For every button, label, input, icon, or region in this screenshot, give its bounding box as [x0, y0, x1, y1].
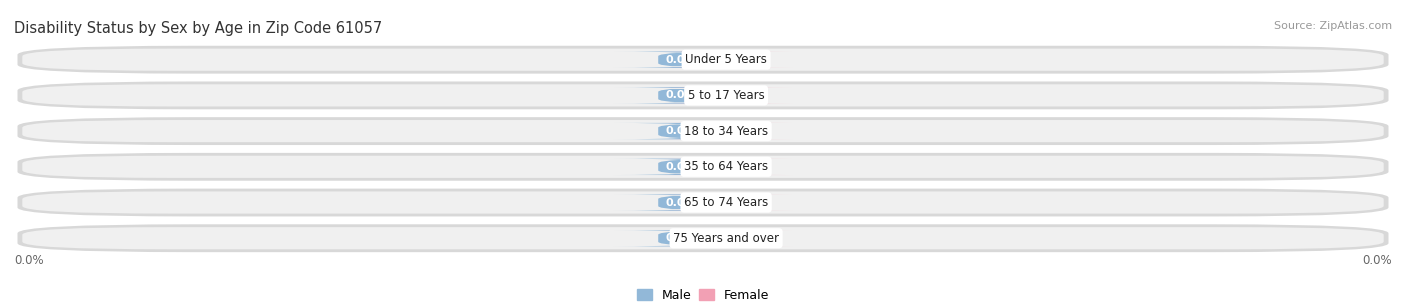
FancyBboxPatch shape [658, 159, 793, 175]
FancyBboxPatch shape [613, 87, 748, 104]
Text: Under 5 Years: Under 5 Years [685, 53, 768, 66]
Text: 75 Years and over: 75 Years and over [673, 232, 779, 245]
Text: 65 to 74 Years: 65 to 74 Years [683, 196, 768, 209]
FancyBboxPatch shape [22, 120, 1384, 142]
FancyBboxPatch shape [22, 156, 1384, 178]
FancyBboxPatch shape [658, 230, 793, 247]
FancyBboxPatch shape [613, 159, 748, 175]
FancyBboxPatch shape [613, 194, 748, 211]
FancyBboxPatch shape [17, 117, 1389, 145]
FancyBboxPatch shape [22, 227, 1384, 249]
FancyBboxPatch shape [613, 230, 748, 247]
Text: 0.0%: 0.0% [665, 162, 696, 172]
FancyBboxPatch shape [22, 49, 1384, 71]
Text: 0.0%: 0.0% [1362, 254, 1392, 267]
Text: 0.0%: 0.0% [665, 198, 696, 208]
Text: 0.0%: 0.0% [665, 90, 696, 100]
FancyBboxPatch shape [17, 81, 1389, 109]
FancyBboxPatch shape [17, 224, 1389, 252]
FancyBboxPatch shape [658, 123, 793, 139]
FancyBboxPatch shape [613, 123, 748, 139]
Text: 0.0%: 0.0% [710, 90, 741, 100]
Text: Disability Status by Sex by Age in Zip Code 61057: Disability Status by Sex by Age in Zip C… [14, 21, 382, 36]
FancyBboxPatch shape [17, 46, 1389, 74]
Text: 0.0%: 0.0% [14, 254, 44, 267]
Text: Source: ZipAtlas.com: Source: ZipAtlas.com [1274, 21, 1392, 31]
Text: 0.0%: 0.0% [665, 233, 696, 243]
Text: 18 to 34 Years: 18 to 34 Years [683, 125, 768, 138]
FancyBboxPatch shape [17, 153, 1389, 181]
Text: 0.0%: 0.0% [710, 55, 741, 65]
FancyBboxPatch shape [658, 194, 793, 211]
Text: 5 to 17 Years: 5 to 17 Years [688, 89, 765, 102]
Text: 35 to 64 Years: 35 to 64 Years [683, 160, 768, 173]
Text: 0.0%: 0.0% [710, 126, 741, 136]
FancyBboxPatch shape [22, 84, 1384, 106]
FancyBboxPatch shape [22, 192, 1384, 214]
Text: 0.0%: 0.0% [710, 198, 741, 208]
Text: 0.0%: 0.0% [710, 233, 741, 243]
Text: 0.0%: 0.0% [665, 55, 696, 65]
Text: 0.0%: 0.0% [710, 162, 741, 172]
Legend: Male, Female: Male, Female [634, 287, 772, 304]
FancyBboxPatch shape [613, 51, 748, 68]
FancyBboxPatch shape [658, 51, 793, 68]
Text: 0.0%: 0.0% [665, 126, 696, 136]
FancyBboxPatch shape [17, 188, 1389, 216]
FancyBboxPatch shape [658, 87, 793, 104]
